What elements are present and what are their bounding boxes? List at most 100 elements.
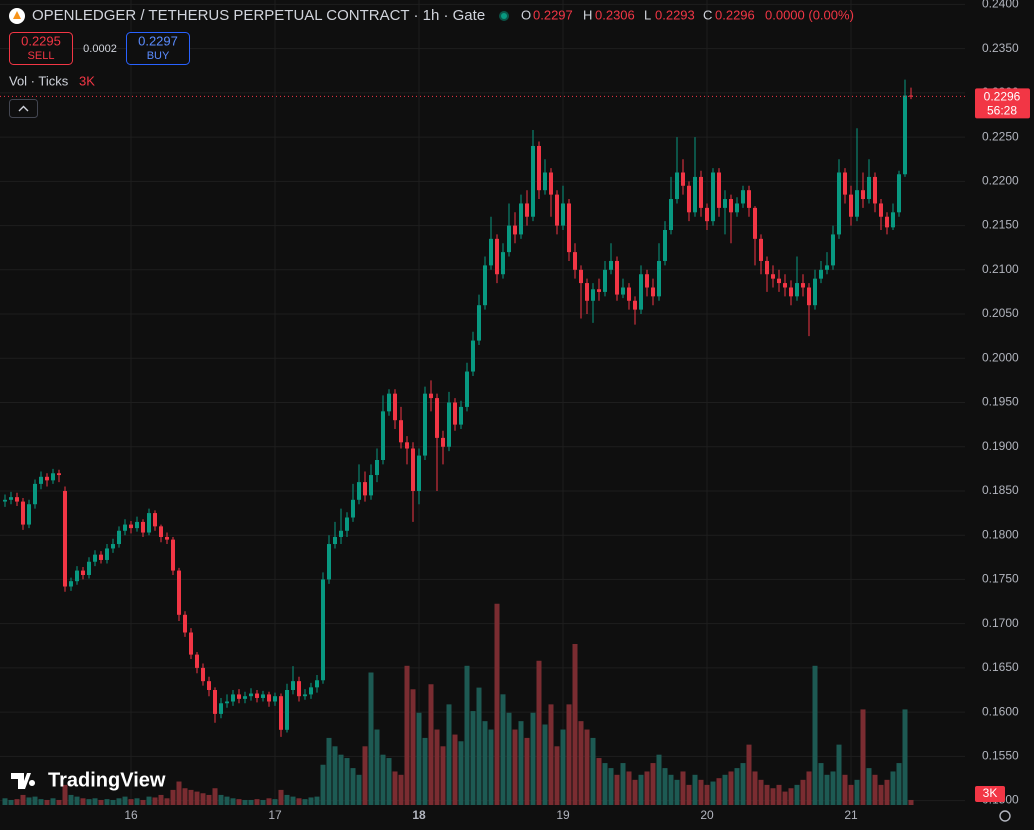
volume-bar — [482, 721, 488, 805]
volume-bar — [260, 799, 266, 805]
candle-body — [567, 203, 571, 253]
volume-bar — [170, 789, 176, 805]
candle-body — [723, 199, 727, 208]
candle-body — [795, 283, 799, 297]
volume-bar — [410, 689, 416, 805]
candle-body — [837, 172, 841, 235]
candle-body — [333, 536, 337, 545]
buy-button[interactable] — [126, 32, 190, 65]
candle-body — [747, 190, 751, 208]
volume-bar — [344, 758, 350, 805]
volume-bar — [464, 665, 470, 805]
volume-bar — [860, 709, 866, 805]
candle-body — [669, 199, 673, 230]
volume-bar — [146, 796, 152, 805]
candle-body — [573, 252, 577, 270]
candle-body — [789, 287, 793, 297]
candle-body — [543, 172, 547, 191]
volume-bar — [296, 798, 302, 805]
ohlc-h-value: 0.2306 — [595, 7, 635, 22]
volume-bar — [800, 779, 806, 805]
candle-body — [753, 207, 757, 239]
volume-bar — [224, 796, 230, 805]
collapse-icon — [18, 105, 29, 112]
countdown: 56:28 — [987, 104, 1017, 118]
sell-button[interactable] — [9, 32, 73, 65]
buy-label: BUY — [147, 50, 170, 62]
collapse-button[interactable] — [9, 99, 38, 118]
y-tick-label: 0.1550 — [982, 749, 1019, 763]
volume-bar — [446, 704, 452, 805]
volume-bar — [44, 799, 50, 805]
candle-body — [849, 194, 853, 217]
candle-body — [879, 203, 883, 217]
volume-bar — [866, 768, 872, 805]
candle-body — [141, 521, 145, 533]
volume-bar — [554, 746, 560, 805]
symbol-title[interactable]: OPENLEDGER / TETHERUS PERPETUAL CONTRACT… — [32, 7, 485, 24]
volume-bar — [734, 768, 740, 805]
volume-bar — [182, 788, 188, 805]
candle-body — [465, 371, 469, 407]
candle-body — [93, 554, 97, 562]
candle-body — [609, 260, 613, 270]
candle-body — [33, 483, 37, 505]
candle-body — [819, 269, 823, 279]
volume-bar — [506, 712, 512, 805]
volume-bar — [662, 768, 668, 805]
candle-body — [237, 694, 241, 699]
candle-body — [861, 190, 865, 200]
volume-bar — [374, 729, 380, 805]
volume-bar — [368, 672, 374, 805]
volume-bar — [752, 771, 758, 805]
volume-bar — [194, 791, 200, 805]
volume-bar — [512, 729, 518, 805]
volume-bar — [380, 754, 386, 805]
volume-bar — [140, 799, 146, 805]
volume-bar — [794, 784, 800, 805]
volume-bar — [776, 784, 782, 805]
y-tick-label: 0.2000 — [982, 350, 1019, 364]
volume-bar — [320, 764, 326, 805]
volume-bar — [38, 799, 44, 805]
volume-bar — [806, 771, 812, 805]
ohlc-l-label: L — [644, 7, 651, 22]
volume-bar — [278, 789, 284, 805]
volume-bar — [98, 799, 104, 805]
volume-bar — [56, 799, 62, 805]
volume-bar — [518, 721, 524, 805]
volume-bar — [626, 771, 632, 805]
volume-bar — [656, 754, 662, 805]
candle-body — [471, 340, 475, 372]
candle-body — [831, 234, 835, 266]
candle-body — [555, 194, 559, 226]
settings-icon[interactable] — [999, 810, 1011, 822]
volume-bar — [326, 737, 332, 805]
candle-body — [279, 696, 283, 730]
volume-bar — [908, 799, 914, 805]
volume-bar — [284, 794, 290, 805]
volume-legend-label[interactable]: Vol · Ticks — [9, 73, 69, 88]
y-tick-label: 0.2250 — [982, 129, 1019, 143]
candle-body — [843, 172, 847, 195]
candle-body — [633, 300, 637, 310]
candle-body — [531, 145, 535, 217]
candle-body — [177, 570, 181, 615]
volume-bar — [176, 781, 182, 805]
volume-bar — [122, 796, 128, 805]
candle-body — [549, 172, 553, 195]
ohlc-l-value: 0.2293 — [655, 7, 695, 22]
candle-body — [381, 411, 385, 460]
volume-bar — [434, 729, 440, 805]
candle-body — [405, 442, 409, 449]
volume-bar — [674, 779, 680, 805]
volume-bar — [470, 711, 476, 805]
y-tick-label: 0.2400 — [982, 0, 1019, 11]
candle-body — [735, 203, 739, 213]
volume-bar — [272, 799, 278, 805]
x-tick-label: 21 — [844, 808, 858, 822]
candle-body — [207, 681, 211, 690]
candle-body — [705, 207, 709, 222]
candle-body — [423, 393, 427, 456]
volume-bar — [698, 779, 704, 805]
